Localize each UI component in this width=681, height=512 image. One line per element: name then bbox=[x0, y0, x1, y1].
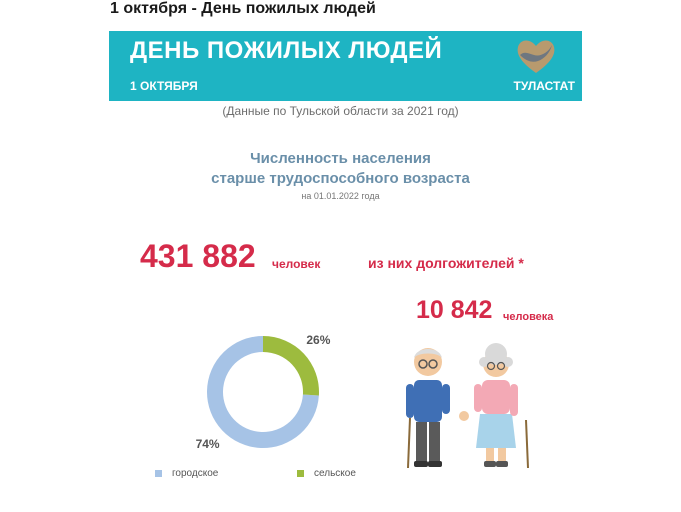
total-unit: человек bbox=[272, 257, 321, 271]
elderly-couple-illustration bbox=[406, 343, 529, 469]
section-title-line1: Численность населения bbox=[250, 150, 431, 167]
legend-swatch-rural bbox=[297, 469, 304, 477]
legend-item-rural: сельское bbox=[297, 468, 356, 479]
banner-title: ДЕНЬ ПОЖИЛЫХ ЛЮДЕЙ bbox=[130, 37, 443, 64]
banner: ДЕНЬ ПОЖИЛЫХ ЛЮДЕЙ 1 ОКТЯБРЯ ТУЛАСТАТ bbox=[109, 31, 582, 101]
banner-date: 1 ОКТЯБРЯ bbox=[130, 79, 198, 93]
legend-label-urban: городское bbox=[172, 468, 219, 479]
legend-label-rural: сельское bbox=[314, 468, 356, 479]
page-heading: 1 октября - День пожилых людей bbox=[110, 0, 376, 17]
data-note: (Данные по Тульской области за 2021 год) bbox=[222, 104, 459, 118]
legend-swatch-urban bbox=[155, 469, 162, 477]
banner-brand: ТУЛАСТАТ bbox=[513, 79, 575, 93]
longevity-unit: человека bbox=[503, 311, 554, 323]
section-date: на 01.01.2022 года bbox=[301, 191, 380, 201]
longevity-label: из них долгожителей * bbox=[368, 255, 524, 271]
total-number: 431 882 bbox=[140, 238, 256, 274]
population-donut-chart: 74% 26% bbox=[196, 333, 331, 451]
longevity-number: 10 842 bbox=[416, 296, 493, 324]
section-title: Численность населения старше трудоспособ… bbox=[0, 149, 681, 189]
legend-item-urban: городское bbox=[155, 468, 218, 479]
section-title-line2: старше трудоспособного возраста bbox=[211, 170, 470, 187]
heart-hands-logo-icon bbox=[517, 40, 555, 73]
donut-slice-rural bbox=[263, 336, 319, 396]
donut-label-urban: 74% bbox=[196, 437, 220, 451]
donut-label-rural: 26% bbox=[306, 333, 330, 347]
